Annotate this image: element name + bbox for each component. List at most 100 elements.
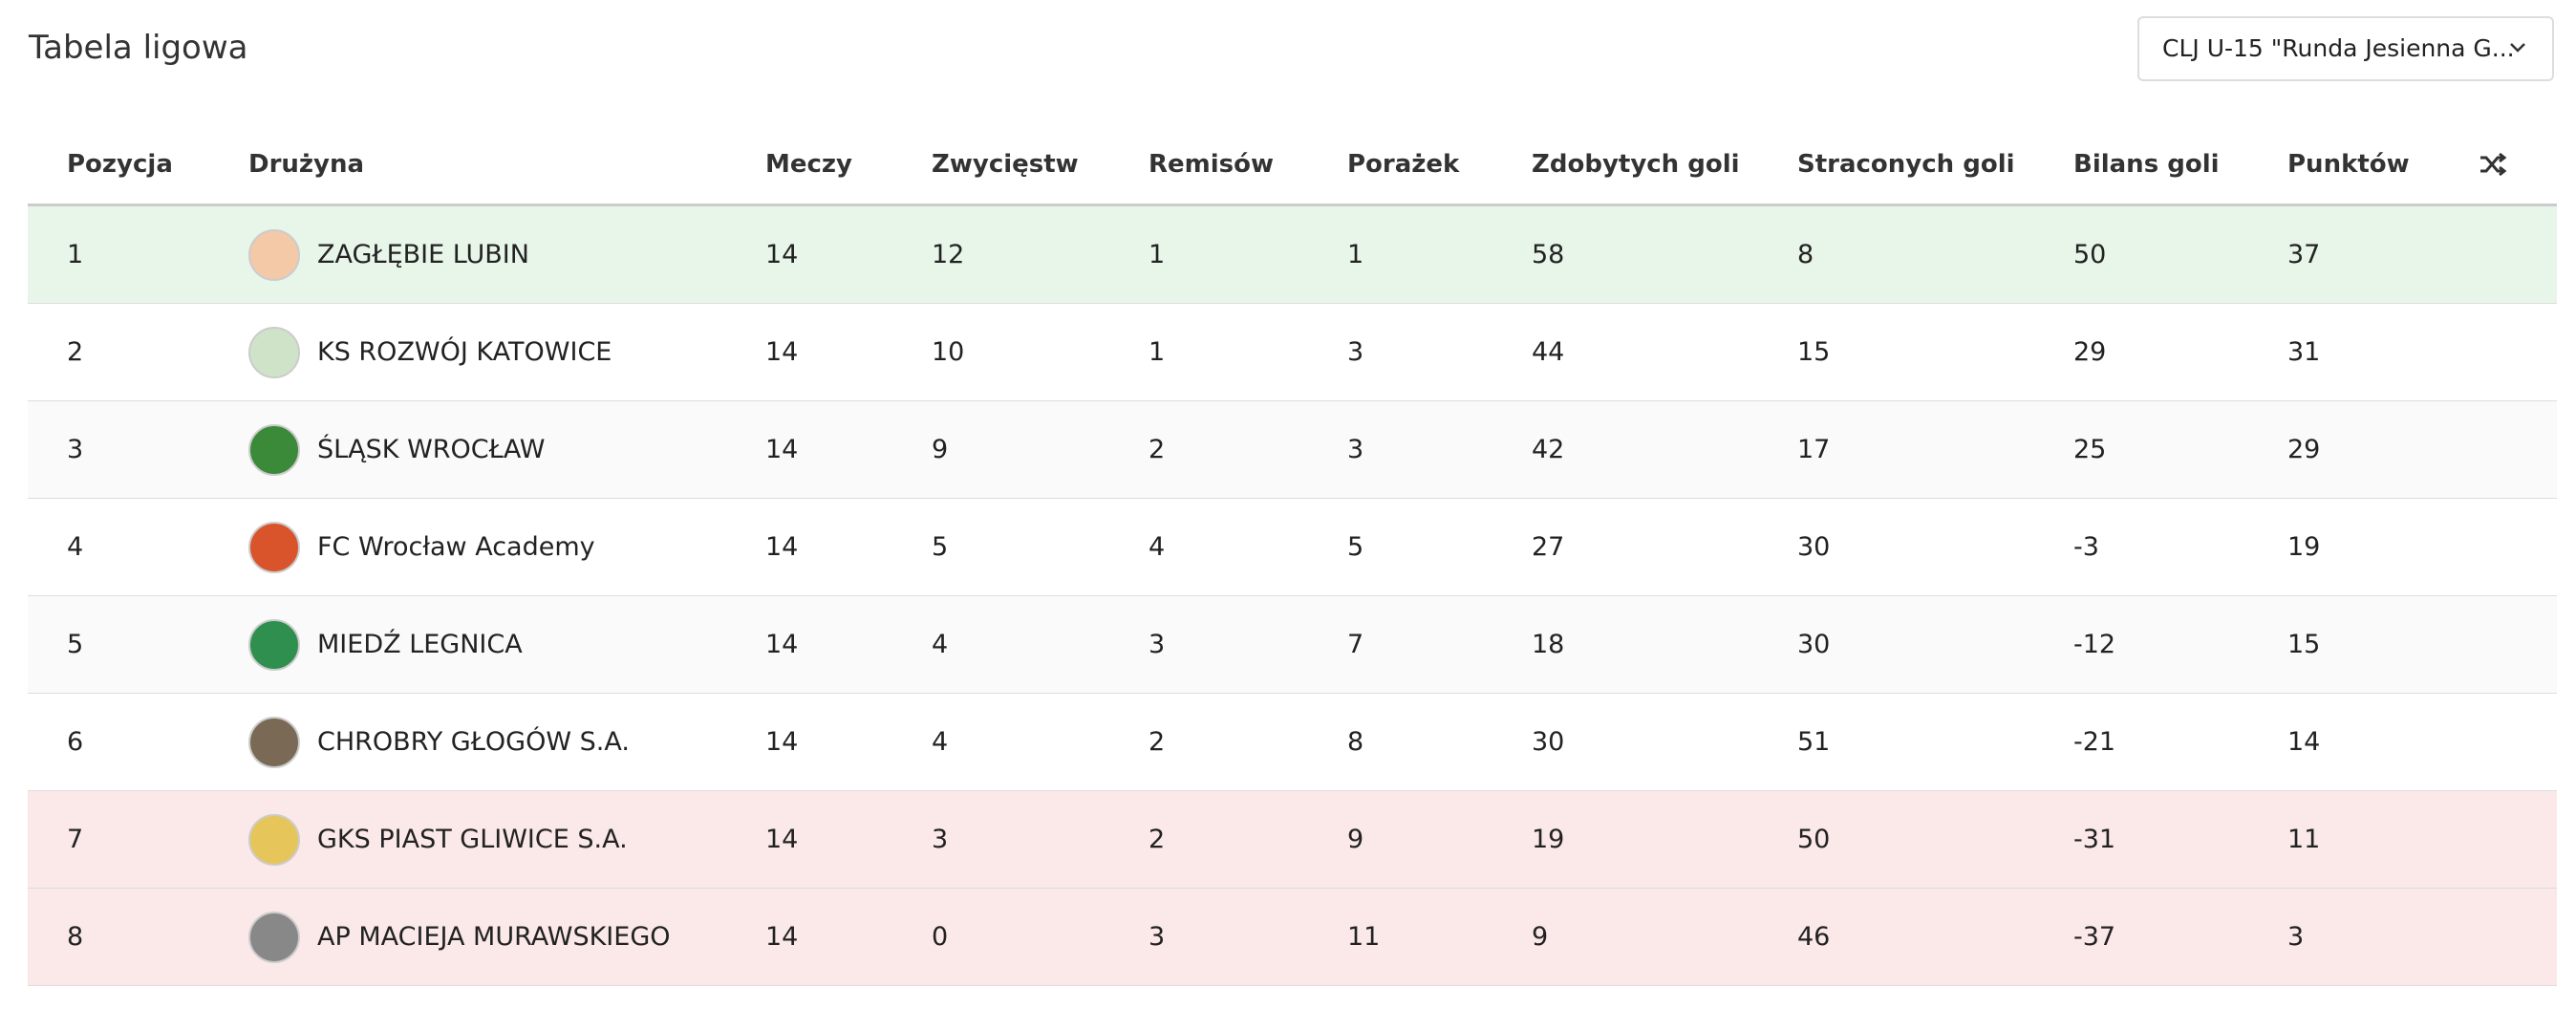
table-cell: -31	[2073, 825, 2116, 854]
table-cell: 2	[1148, 825, 1166, 854]
column-header[interactable]: Bilans goli	[2073, 149, 2220, 179]
table-cell: 18	[1532, 630, 1565, 659]
table-cell: 25	[2073, 435, 2107, 464]
table-cell: 15	[1797, 337, 1831, 367]
team-cell: CHROBRY GŁOGÓW S.A.	[248, 694, 630, 790]
team-cell: AP MACIEJA MURAWSKIEGO	[248, 889, 671, 985]
table-cell: 3	[2287, 922, 2305, 952]
table-cell: 4	[67, 532, 84, 562]
table-cell: 14	[765, 727, 799, 757]
table-cell: 30	[1532, 727, 1565, 757]
table-row[interactable]: 1 ZAGŁĘBIE LUBIN 14 12 1 1 58 8 50 37	[28, 206, 2557, 304]
team-name: CHROBRY GŁOGÓW S.A.	[317, 727, 630, 757]
table-cell: 7	[1347, 630, 1364, 659]
column-header[interactable]: Pozycja	[67, 149, 173, 179]
column-header[interactable]: Meczy	[765, 149, 852, 179]
table-cell: 31	[2287, 337, 2321, 367]
table-cell: 14	[765, 532, 799, 562]
table-cell: 0	[932, 922, 949, 952]
column-header[interactable]: Zwycięstw	[932, 149, 1079, 179]
table-cell: 29	[2073, 337, 2107, 367]
table-cell: 30	[1797, 532, 1831, 562]
table-cell: 14	[765, 337, 799, 367]
team-logo	[248, 716, 300, 768]
table-row[interactable]: 8 AP MACIEJA MURAWSKIEGO 14 0 3 11 9 46 -37 3	[28, 889, 2557, 986]
table-cell: 27	[1532, 532, 1565, 562]
table-cell: 7	[67, 825, 84, 854]
table-cell: 44	[1532, 337, 1565, 367]
table-cell: 1	[67, 240, 84, 269]
team-cell: ZAGŁĘBIE LUBIN	[248, 206, 529, 303]
dropdown-label: CLJ U-15 "Runda Jesienna G...	[2162, 34, 2515, 62]
table-cell: 2	[67, 337, 84, 367]
team-name: MIEDŹ LEGNICA	[317, 630, 523, 659]
team-name: GKS PIAST GLIWICE S.A.	[317, 825, 628, 854]
shuffle-icon[interactable]	[2479, 151, 2507, 178]
team-logo	[248, 911, 300, 963]
team-name: FC Wrocław Academy	[317, 532, 595, 562]
table-cell: 19	[1532, 825, 1565, 854]
team-name: ZAGŁĘBIE LUBIN	[317, 240, 529, 269]
team-cell: KS ROZWÓJ KATOWICE	[248, 304, 612, 400]
table-cell: 9	[1532, 922, 1549, 952]
table-cell: -37	[2073, 922, 2116, 952]
table-cell: 5	[1347, 532, 1364, 562]
table-row[interactable]: 3 ŚLĄSK WROCŁAW 14 9 2 3 42 17 25 29	[28, 401, 2557, 499]
table-cell: 6	[67, 727, 84, 757]
table-cell: -21	[2073, 727, 2116, 757]
table-cell: 2	[1148, 435, 1166, 464]
table-cell: 51	[1797, 727, 1831, 757]
team-name: AP MACIEJA MURAWSKIEGO	[317, 922, 671, 952]
column-header[interactable]: Zdobytych goli	[1532, 149, 1740, 179]
table-cell: 12	[932, 240, 965, 269]
table-row[interactable]: 4 FC Wrocław Academy 14 5 4 5 27 30 -3 19	[28, 499, 2557, 596]
table-row[interactable]: 5 MIEDŹ LEGNICA 14 4 3 7 18 30 -12 15	[28, 596, 2557, 694]
competition-dropdown[interactable]: CLJ U-15 "Runda Jesienna G...	[2137, 16, 2554, 81]
table-cell: 50	[1797, 825, 1831, 854]
team-name: KS ROZWÓJ KATOWICE	[317, 337, 612, 367]
table-row[interactable]: 6 CHROBRY GŁOGÓW S.A. 14 4 2 8 30 51 -21 14	[28, 694, 2557, 791]
team-cell: MIEDŹ LEGNICA	[248, 596, 523, 693]
table-cell: 9	[1347, 825, 1364, 854]
table-cell: 30	[1797, 630, 1831, 659]
table-cell: 3	[1347, 435, 1364, 464]
column-header[interactable]: Straconych goli	[1797, 149, 2015, 179]
table-cell: 3	[1148, 922, 1166, 952]
table-row[interactable]: 7 GKS PIAST GLIWICE S.A. 14 3 2 9 19 50 -31 11	[28, 791, 2557, 889]
team-cell: ŚLĄSK WROCŁAW	[248, 401, 546, 498]
column-header[interactable]: Punktów	[2287, 149, 2410, 179]
table-cell: 50	[2073, 240, 2107, 269]
chevron-icon	[2510, 43, 2525, 53]
table-cell: 8	[1797, 240, 1814, 269]
team-cell: GKS PIAST GLIWICE S.A.	[248, 791, 628, 888]
table-cell: 14	[765, 825, 799, 854]
table-cell: 3	[1148, 630, 1166, 659]
table-cell: 10	[932, 337, 965, 367]
team-cell: FC Wrocław Academy	[248, 499, 595, 595]
column-header[interactable]: Porażek	[1347, 149, 1460, 179]
table-cell: 8	[1347, 727, 1364, 757]
table-cell: 4	[932, 630, 949, 659]
team-logo	[248, 326, 300, 378]
team-name: ŚLĄSK WROCŁAW	[317, 435, 546, 464]
team-logo	[248, 813, 300, 866]
team-logo	[248, 423, 300, 476]
table-row[interactable]: 2 KS ROZWÓJ KATOWICE 14 10 1 3 44 15 29 31	[28, 304, 2557, 401]
table-cell: 14	[765, 630, 799, 659]
table-cell: 58	[1532, 240, 1565, 269]
column-header[interactable]: Remisów	[1148, 149, 1275, 179]
team-logo	[248, 228, 300, 281]
table-cell: 42	[1532, 435, 1565, 464]
table-cell: 5	[932, 532, 949, 562]
column-header[interactable]: Drużyna	[248, 149, 365, 179]
table-cell: 2	[1148, 727, 1166, 757]
table-cell: 15	[2287, 630, 2321, 659]
table-cell: 3	[932, 825, 949, 854]
table-cell: -12	[2073, 630, 2116, 659]
table-cell: 37	[2287, 240, 2321, 269]
table-cell: 11	[1347, 922, 1381, 952]
table-cell: 14	[765, 922, 799, 952]
table-cell: 5	[67, 630, 84, 659]
table-cell: 19	[2287, 532, 2321, 562]
